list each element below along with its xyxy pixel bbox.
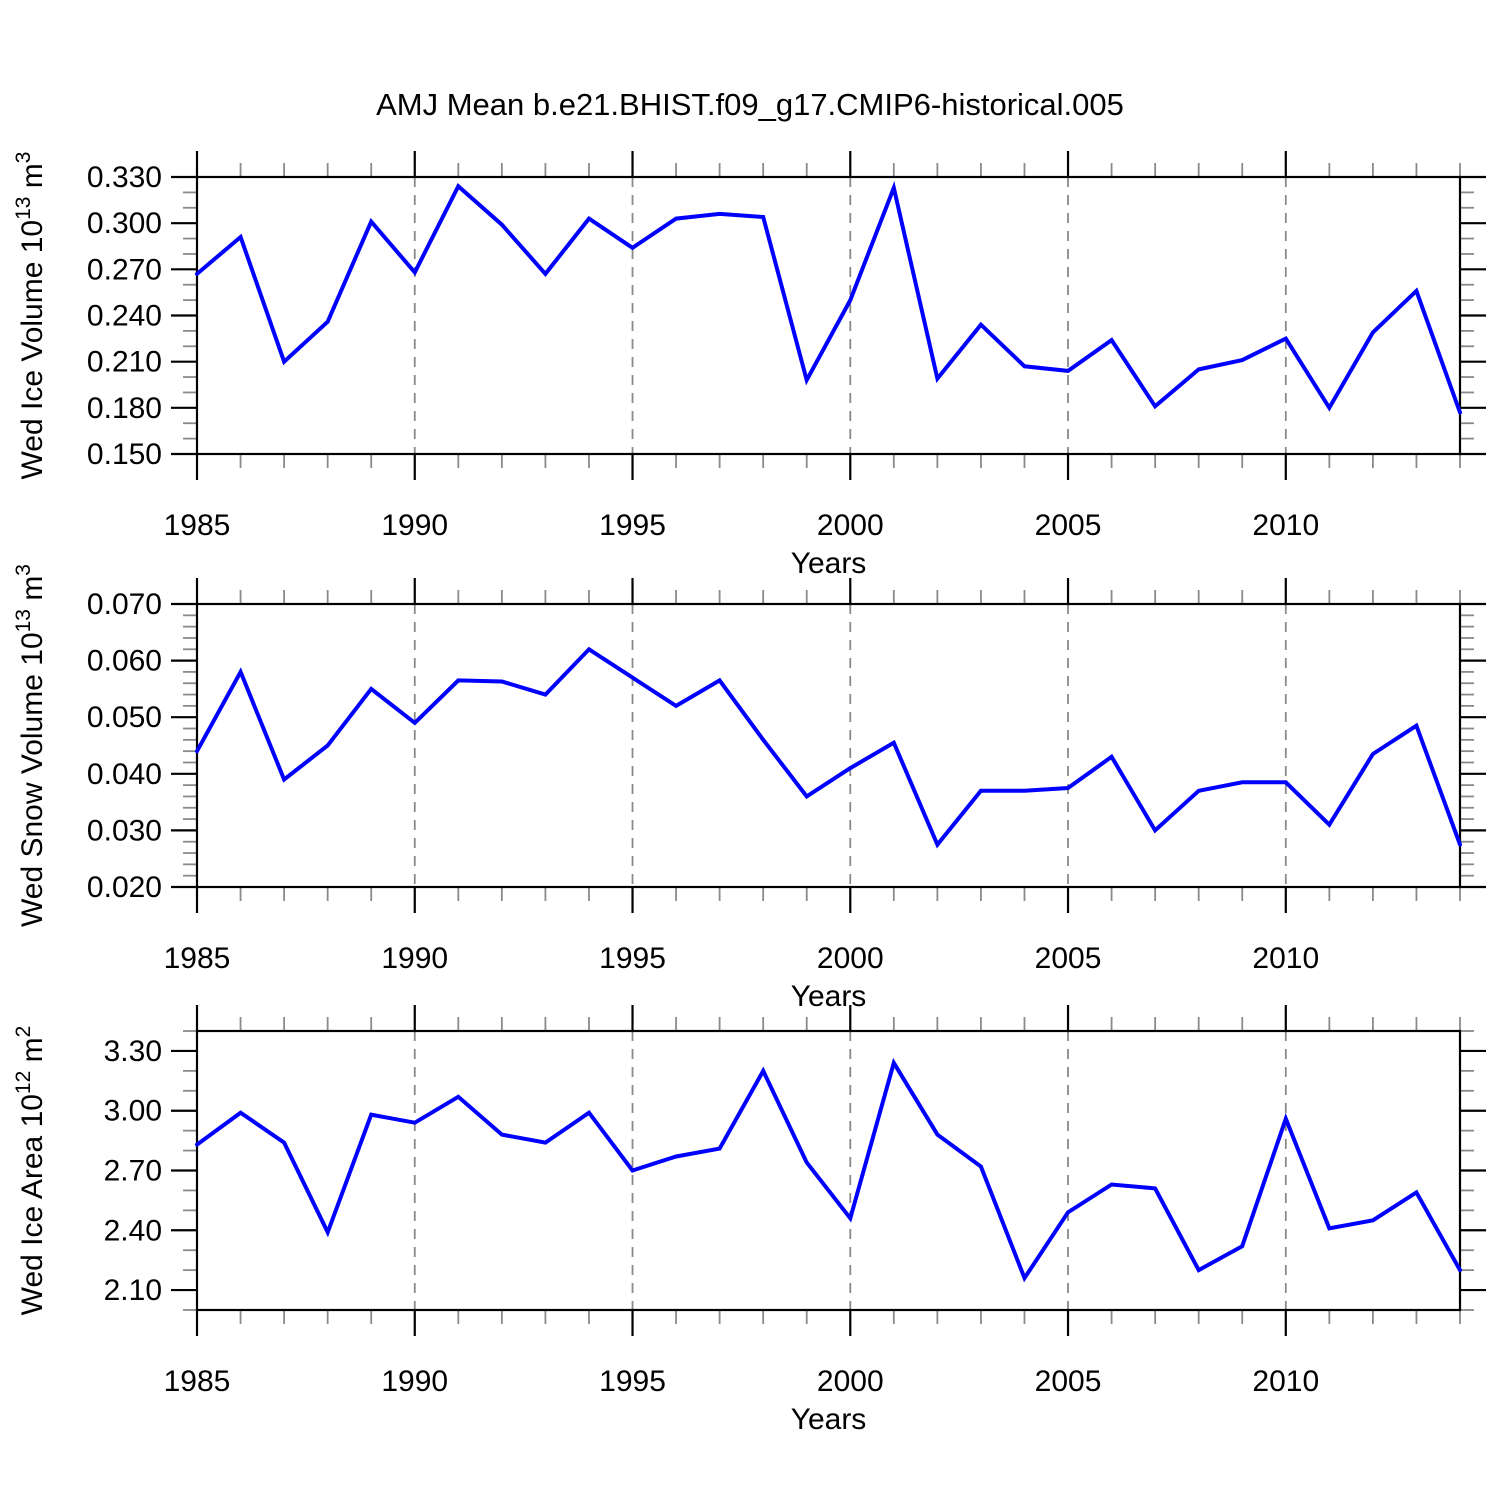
- x-tick-label: 1990: [381, 942, 448, 975]
- x-axis-label-ice-area: Years: [791, 1403, 867, 1436]
- x-tick-label: 1985: [164, 509, 231, 542]
- y-axis-label-ice-area: Wed Ice Area 1012 m2: [12, 1026, 49, 1316]
- x-tick-label: 1985: [164, 942, 231, 975]
- data-line-ice-volume: [195, 180, 1462, 415]
- x-tick-label: 1990: [381, 509, 448, 542]
- y-axis-label-ice-volume: Wed Ice Volume 1013 m3: [12, 152, 49, 480]
- x-tick-label: 1995: [599, 509, 666, 542]
- panel-wed-ice-area: 3.30 3.00 2.70 2.40 2.10 1985 1990 1995 2000 2005…: [12, 1005, 1486, 1436]
- y-tick-label: 0.330: [87, 161, 162, 194]
- x-tick-label: 2000: [817, 942, 884, 975]
- x-tick-label: 2010: [1252, 942, 1319, 975]
- y-tick-label: 0.300: [87, 207, 162, 240]
- x-tick-label: 2000: [817, 509, 884, 542]
- y-tick-label: 3.00: [104, 1095, 162, 1128]
- y-tick-label: 0.150: [87, 438, 162, 471]
- y-tick-label: 2.10: [104, 1274, 162, 1307]
- data-line-snow-volume: [195, 646, 1462, 849]
- y-tick-label: 2.70: [104, 1155, 162, 1188]
- figure-title: AMJ Mean b.e21.BHIST.f09_g17.CMIP6-histo…: [376, 87, 1124, 122]
- y-tick-label: 0.180: [87, 392, 162, 425]
- x-tick-label: 2005: [1035, 1365, 1102, 1398]
- y-axis-label-snow-volume: Wed Snow Volume 1013 m3: [12, 564, 49, 927]
- x-tick-label: 2005: [1035, 509, 1102, 542]
- y-tick-label: 3.30: [104, 1035, 162, 1068]
- data-line-ice-area: [195, 1057, 1462, 1283]
- x-tick-label: 1985: [164, 1365, 231, 1398]
- plot-frame: [195, 1029, 1462, 1312]
- x-tick-label: 1990: [381, 1365, 448, 1398]
- panel-wed-ice-volume: 0.330 0.300 0.270 0.240 0.210 0.180 0.150 1985 1…: [12, 151, 1486, 580]
- y-tick-label: 0.020: [87, 871, 162, 904]
- panel-wed-snow-volume: 0.070 0.060 0.050 0.040 0.030 0.020 1985 1990 19…: [12, 564, 1486, 1013]
- x-tick-label: 1995: [599, 1365, 666, 1398]
- y-tick-label: 0.050: [87, 701, 162, 734]
- y-tick-label: 0.210: [87, 346, 162, 379]
- x-tick-label: 2005: [1035, 942, 1102, 975]
- x-tick-label: 1995: [599, 942, 666, 975]
- x-tick-label: 2010: [1252, 509, 1319, 542]
- y-tick-label: 0.030: [87, 814, 162, 847]
- x-axis-label-ice-volume: Years: [791, 547, 867, 580]
- y-tick-label: 0.070: [87, 588, 162, 621]
- y-tick-label: 0.040: [87, 758, 162, 791]
- y-tick-label: 0.240: [87, 300, 162, 333]
- y-tick-label: 0.270: [87, 253, 162, 286]
- y-tick-label: 0.060: [87, 645, 162, 678]
- x-tick-label: 2010: [1252, 1365, 1319, 1398]
- y-tick-label: 2.40: [104, 1214, 162, 1247]
- x-axis-label-snow-volume: Years: [791, 980, 867, 1013]
- plot-frame: [195, 602, 1462, 889]
- plot-frame: [195, 175, 1462, 456]
- x-tick-label: 2000: [817, 1365, 884, 1398]
